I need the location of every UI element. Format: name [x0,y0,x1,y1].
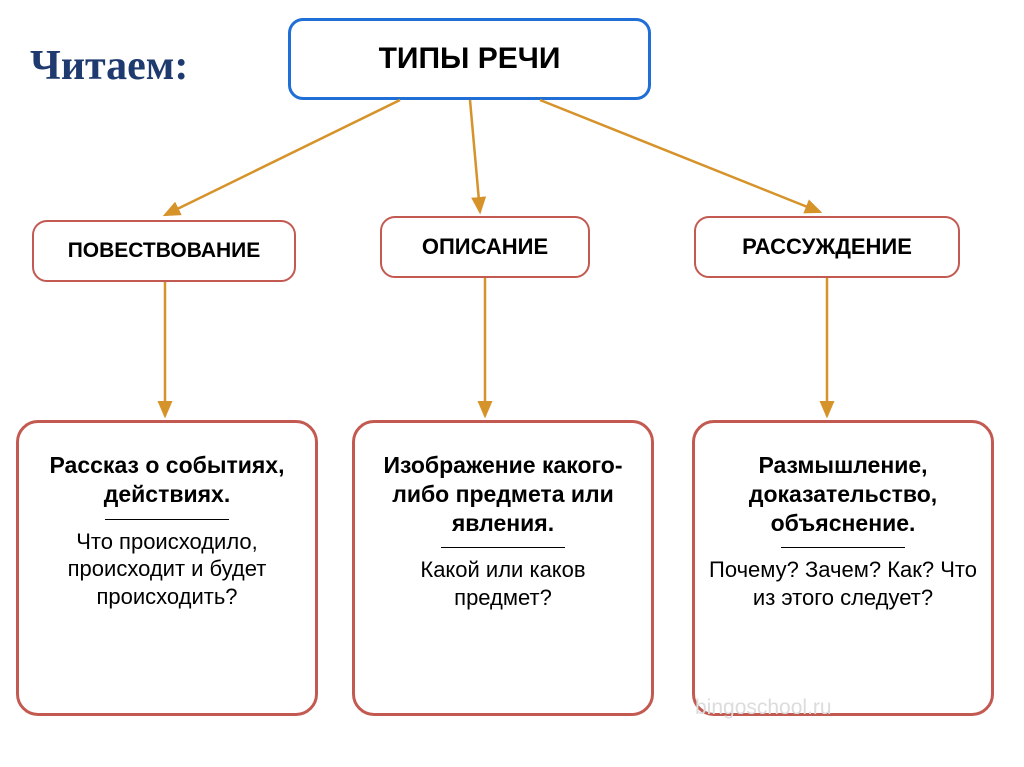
detail-reasoning-question: Почему? Зачем? Как? Что из этого следует… [709,556,977,611]
divider [781,547,904,548]
side-title: Читаем: [30,42,188,90]
detail-narration: Рассказ о событиях, действиях. Что проис… [16,420,318,716]
category-description: ОПИСАНИЕ [380,216,590,278]
detail-description-question: Какой или каков предмет? [369,556,637,611]
category-narration-label: ПОВЕСТВОВАНИЕ [68,239,261,263]
arrow [470,100,480,212]
detail-narration-question: Что происходило, происходит и будет прои… [33,528,301,611]
root-node-label: ТИПЫ РЕЧИ [379,42,561,76]
detail-narration-title: Рассказ о событиях, действиях. [33,451,301,509]
category-narration: ПОВЕСТВОВАНИЕ [32,220,296,282]
detail-description: Изображение какого-либо предмета или явл… [352,420,654,716]
category-reasoning: РАССУЖДЕНИЕ [694,216,960,278]
detail-description-title: Изображение какого-либо предмета или явл… [369,451,637,537]
arrow [165,100,400,215]
category-reasoning-label: РАССУЖДЕНИЕ [742,234,912,260]
category-description-label: ОПИСАНИЕ [422,234,548,260]
root-node: ТИПЫ РЕЧИ [288,18,651,100]
divider [105,519,228,520]
arrow [540,100,820,212]
detail-reasoning-title: Размышление, доказательство, объяснение. [709,451,977,537]
detail-reasoning: Размышление, доказательство, объяснение.… [692,420,994,716]
divider [441,547,564,548]
watermark: bingoschool.ru [695,696,832,720]
